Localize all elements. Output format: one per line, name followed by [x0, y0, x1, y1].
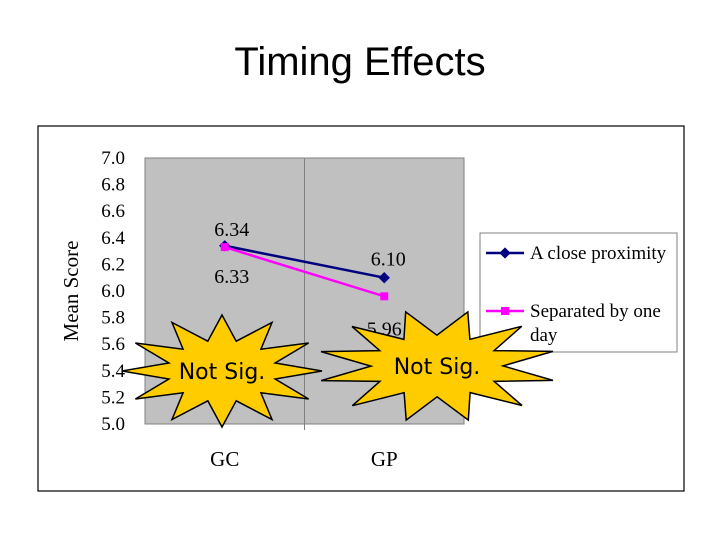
y-axis-title: Mean Score: [59, 241, 83, 342]
starburst-callout: [121, 313, 323, 429]
y-tick-label: 6.0: [101, 281, 125, 302]
x-tick-labels: GC GP: [210, 447, 398, 471]
legend-label-series-2: Separated by one day: [530, 301, 661, 346]
significance-annotations: Not Sig. Not Sig.: [121, 310, 554, 429]
legend-label-series-1: A close proximity: [530, 243, 667, 264]
data-point-series-1: [378, 272, 390, 284]
slide-title: Timing Effects: [234, 40, 486, 84]
legend-marker-series-2: [501, 307, 509, 315]
data-labels: 6.346.106.335.96: [214, 219, 406, 341]
legend: A close proximity Separated by one day: [479, 232, 678, 353]
not-sig-label: Not Sig.: [394, 355, 481, 380]
y-tick-label: 7.0: [101, 148, 125, 169]
y-tick-label: 6.8: [101, 175, 125, 196]
y-tick-label: 6.6: [101, 201, 125, 222]
y-tick-label: 5.4: [101, 361, 125, 382]
legend-marker-series-1: [499, 247, 511, 259]
y-tick-labels: 7.0 6.8 6.6 6.4 6.2 6.0 5.8 5.6 5.4 5.2 5.0: [101, 148, 125, 435]
x-tick-label: GP: [371, 447, 398, 471]
data-label-series-2: 6.33: [214, 266, 249, 288]
data-point-series-2: [380, 292, 389, 301]
y-tick-label: 5.6: [101, 334, 125, 355]
data-label-series-1: 6.34: [214, 219, 249, 241]
data-point-series-2: [220, 243, 229, 252]
series-line-1: [224, 244, 385, 279]
y-tick-label: 6.4: [101, 228, 125, 249]
data-label-series-1: 6.10: [371, 249, 406, 271]
y-tick-label: 5.2: [101, 387, 125, 408]
starburst-callout: [320, 310, 554, 422]
x-tick-label: GC: [210, 447, 239, 471]
y-tick-label: 6.2: [101, 254, 125, 275]
not-sig-label: Not Sig.: [179, 360, 266, 385]
series-lines: [219, 240, 390, 301]
y-tick-label: 5.8: [101, 308, 125, 329]
series-line-2: [224, 245, 385, 298]
y-tick-label: 5.0: [101, 414, 125, 435]
